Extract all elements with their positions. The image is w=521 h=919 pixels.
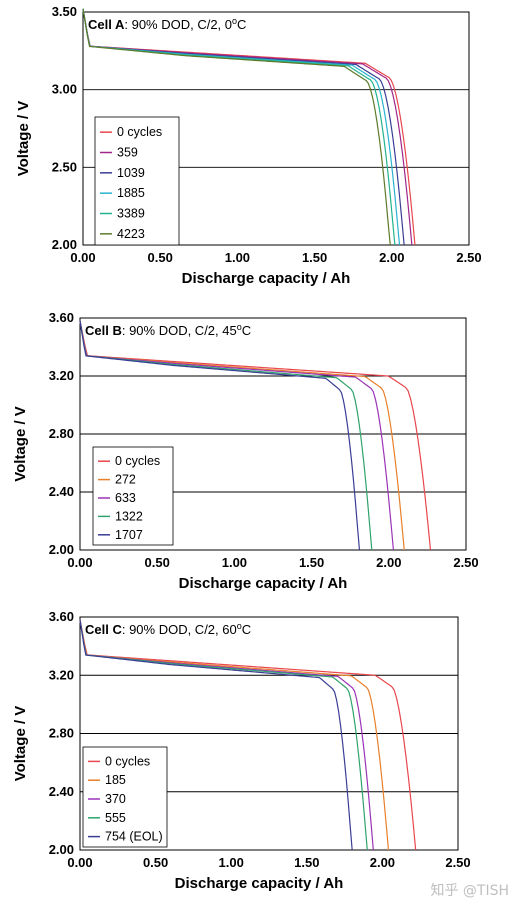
x-axis-label: Discharge capacity / Ah xyxy=(179,575,348,592)
watermark-text: 知乎 @TISH xyxy=(430,883,509,899)
legend-entry: 754 (EOL) xyxy=(105,830,163,844)
chart-title: Cell A: 90% DOD, C/2, 0oC xyxy=(88,16,246,32)
y-tick-label: 3.20 xyxy=(49,368,74,383)
series-line-1 xyxy=(79,320,432,551)
legend-box xyxy=(82,746,168,848)
x-tick-label: 1.50 xyxy=(302,250,327,265)
x-axis-label: Discharge capacity / Ah xyxy=(175,875,344,892)
legend-entry: 1322 xyxy=(115,509,143,523)
x-tick-label: 0.00 xyxy=(67,555,92,570)
legend-entry: 4223 xyxy=(117,227,145,241)
chart-panel-2: 2.00 2.40 2.80 3.20 3.60 0.00 0.50 1.00 1.50 2.00… xyxy=(12,310,479,592)
y-tick-label: 3.20 xyxy=(49,667,74,682)
x-tick-label: 1.50 xyxy=(299,555,324,570)
y-tick-label: 2.00 xyxy=(49,842,74,857)
legend-entry: 3389 xyxy=(117,207,145,221)
chart-panel-1: 2.00 2.50 3.00 3.50 0.00 0.50 1.00 1.50 2.00 2.50… xyxy=(15,4,482,287)
x-tick-label: 0.50 xyxy=(148,250,173,265)
legend-box xyxy=(92,446,174,546)
legend-entry: 370 xyxy=(105,792,126,806)
legend-entry: 272 xyxy=(115,473,136,487)
chart-title: Cell C: 90% DOD, C/2, 60oC xyxy=(85,621,251,637)
legend-entry: 359 xyxy=(117,146,138,160)
y-tick-label: 2.80 xyxy=(49,426,74,441)
legend-entry: 1885 xyxy=(117,186,145,200)
legend-entry: 633 xyxy=(115,491,136,505)
y-tick-label: 3.60 xyxy=(49,609,74,624)
y-tick-label: 3.00 xyxy=(52,82,77,97)
x-tick-label: 1.00 xyxy=(219,855,244,870)
y-tick-label: 2.40 xyxy=(49,484,74,499)
series-line-3 xyxy=(79,320,395,551)
y-axis-label: Voltage / V xyxy=(15,101,32,177)
y-tick-label: 2.80 xyxy=(49,726,74,741)
x-tick-label: 2.50 xyxy=(445,855,470,870)
plot-frame xyxy=(79,317,467,551)
series-line-5 xyxy=(79,619,353,851)
series-line-1 xyxy=(79,619,417,851)
legend-entry: 1039 xyxy=(117,166,145,180)
chart-panel-3: 2.00 2.40 2.80 3.20 3.60 0.00 0.50 1.00 1.50 2.00… xyxy=(12,609,471,892)
x-tick-label: 0.50 xyxy=(145,555,170,570)
y-tick-label: 3.60 xyxy=(49,310,74,325)
legend-entry: 0 cycles xyxy=(117,125,162,139)
x-tick-label: 1.50 xyxy=(294,855,319,870)
x-tick-label: 2.00 xyxy=(379,250,404,265)
x-tick-label: 2.00 xyxy=(376,555,401,570)
plot-frame xyxy=(82,11,470,246)
y-tick-label: 2.00 xyxy=(49,542,74,557)
x-axis-label: Discharge capacity / Ah xyxy=(182,270,351,287)
x-tick-label: 2.50 xyxy=(456,250,481,265)
x-tick-label: 0.50 xyxy=(143,855,168,870)
y-tick-label: 3.50 xyxy=(52,4,77,19)
series-line-5 xyxy=(79,320,361,551)
x-tick-label: 1.00 xyxy=(225,250,250,265)
legend-entry: 185 xyxy=(105,773,126,787)
y-axis-label: Voltage / V xyxy=(12,706,29,782)
legend-entry: 0 cycles xyxy=(105,754,150,768)
legend-entry: 0 cycles xyxy=(115,454,160,468)
y-axis-label: Voltage / V xyxy=(12,406,29,482)
y-tick-label: 2.40 xyxy=(49,784,74,799)
x-tick-label: 1.00 xyxy=(222,555,247,570)
x-tick-label: 0.00 xyxy=(67,855,92,870)
x-tick-label: 2.50 xyxy=(453,555,478,570)
chart-title: Cell B: 90% DOD, C/2, 45oC xyxy=(85,322,251,338)
series-line-6 xyxy=(82,8,391,246)
legend-entry: 555 xyxy=(105,811,126,825)
x-tick-label: 2.00 xyxy=(370,855,395,870)
y-tick-label: 2.50 xyxy=(52,159,77,174)
x-tick-label: 0.00 xyxy=(70,250,95,265)
plot-frame xyxy=(79,616,459,851)
legend-entry: 1707 xyxy=(115,528,143,542)
legend-box xyxy=(94,116,180,246)
y-tick-label: 2.00 xyxy=(52,237,77,252)
